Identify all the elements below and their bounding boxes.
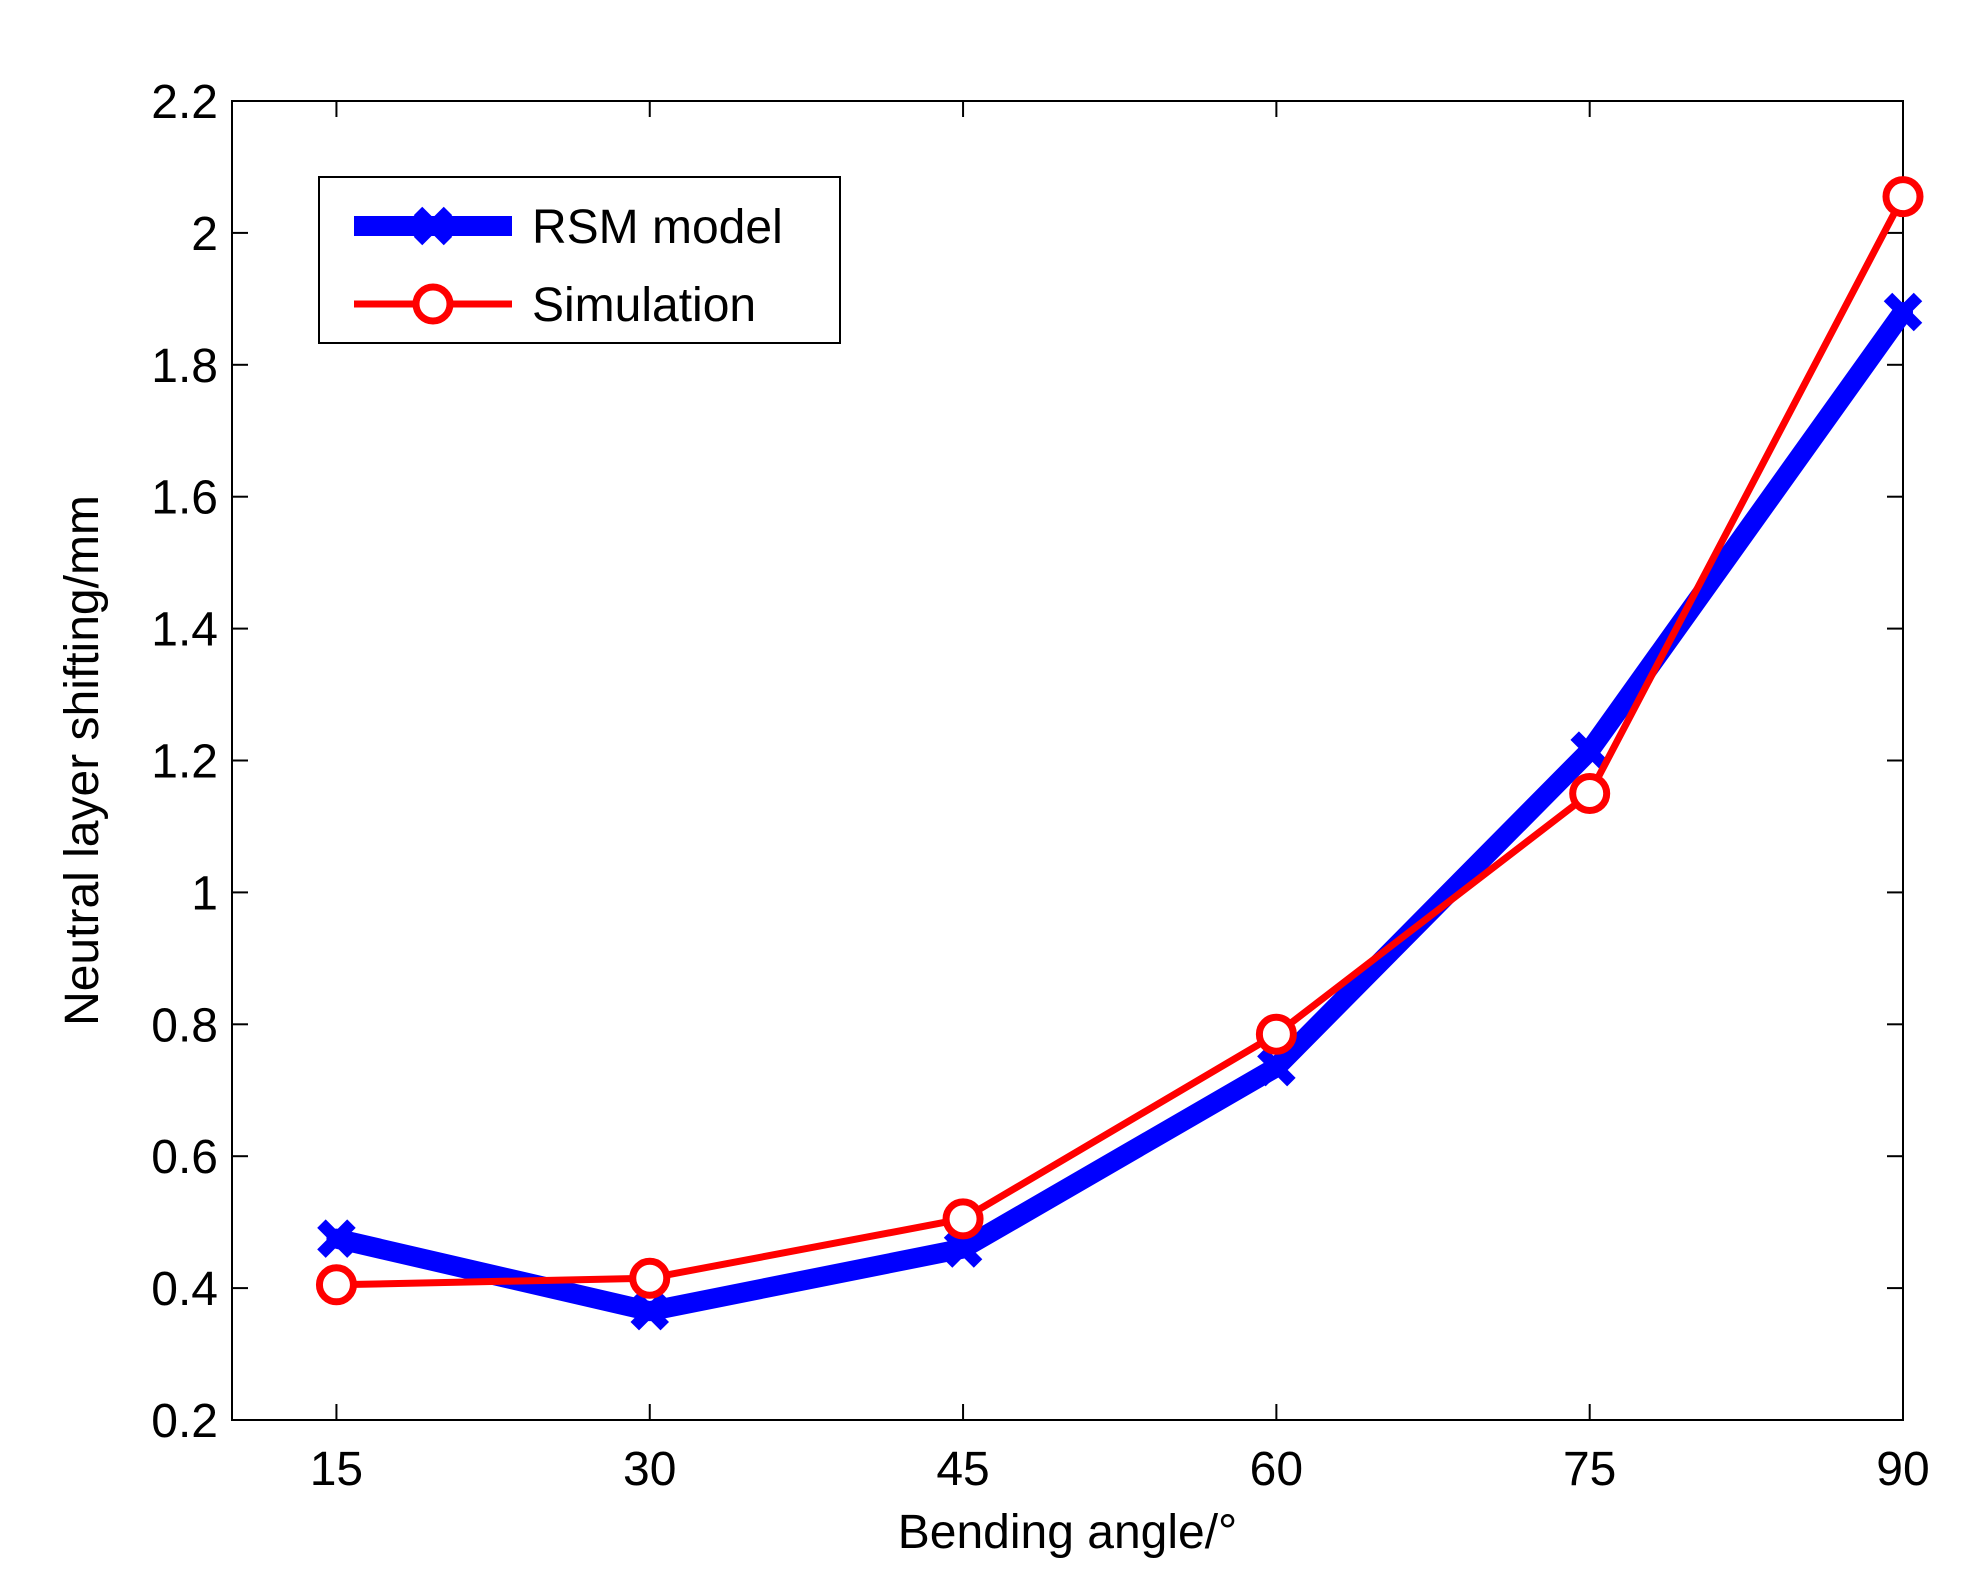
x-tick-label: 30 <box>623 1443 676 1496</box>
y-tick-label: 0.2 <box>151 1395 218 1448</box>
x-marker-stroke <box>317 1219 356 1258</box>
data-point-x-marker <box>630 1291 669 1331</box>
y-tick-label: 0.8 <box>151 999 218 1052</box>
data-point-x-marker <box>1883 292 1923 332</box>
y-tick-label: 1.2 <box>151 736 218 789</box>
x-marker-stroke <box>630 1291 669 1331</box>
data-point-circle-marker <box>1882 176 1924 218</box>
data-point-circle-marker <box>315 1264 357 1306</box>
data-point-circle-marker <box>629 1257 671 1299</box>
legend-item-simulation: Simulation <box>354 279 756 332</box>
y-tick-label: 1.6 <box>151 472 218 525</box>
y-tick-label: 0.6 <box>151 1131 218 1184</box>
x-tick-label: 60 <box>1250 1443 1303 1496</box>
data-point-x-marker <box>317 1219 356 1258</box>
x-marker-stroke <box>943 1229 983 1268</box>
legend-box <box>318 176 841 344</box>
y-tick-label: 2.2 <box>151 76 218 129</box>
series-simulation <box>315 176 1924 1306</box>
x-tick-label: 75 <box>1563 1443 1616 1496</box>
x-tick-label: 15 <box>310 1443 363 1496</box>
x-axis-label: Bending angle/° <box>898 1506 1237 1559</box>
data-series <box>315 176 1924 1331</box>
x-tick-label: 90 <box>1876 1443 1929 1496</box>
y-axis-label: Neutral layer shifting/mm <box>56 495 109 1026</box>
legend-label: RSM model <box>532 201 783 254</box>
data-point-circle-marker <box>942 1198 984 1240</box>
legend-label: Simulation <box>532 279 756 332</box>
y-tick-label: 1.8 <box>151 340 218 393</box>
data-point-x-marker <box>1257 1047 1296 1087</box>
y-tick-label: 1 <box>191 867 218 920</box>
series-rsm-model <box>317 292 1923 1331</box>
x-marker-stroke <box>1257 1047 1296 1087</box>
data-point-circle-marker <box>1255 1013 1297 1055</box>
x-tick-label: 45 <box>936 1443 989 1496</box>
legend-x-marker <box>413 206 453 246</box>
legend-circle-marker <box>412 283 454 325</box>
data-point-circle-marker <box>1569 772 1611 814</box>
legend-item-rsm-model: RSM model <box>354 201 783 254</box>
x-marker-stroke <box>1570 731 1609 770</box>
y-tick-label: 2 <box>191 208 218 261</box>
y-tick-label: 1.4 <box>151 604 218 657</box>
x-marker-stroke <box>1883 292 1923 332</box>
x-marker-stroke <box>413 206 453 246</box>
data-point-x-marker <box>1570 731 1609 770</box>
series-line <box>326 302 1913 1322</box>
data-point-x-marker <box>943 1229 983 1268</box>
legend: RSM model Simulation <box>318 176 841 344</box>
axis-ticks: 15 30 45 60 75 90 0.2 0.4 0.6 0.8 1 1.2 1.4 1.6 1.8 2 2.… <box>151 76 1929 1496</box>
y-tick-label: 0.4 <box>151 1263 218 1316</box>
series-line <box>332 193 1907 1289</box>
